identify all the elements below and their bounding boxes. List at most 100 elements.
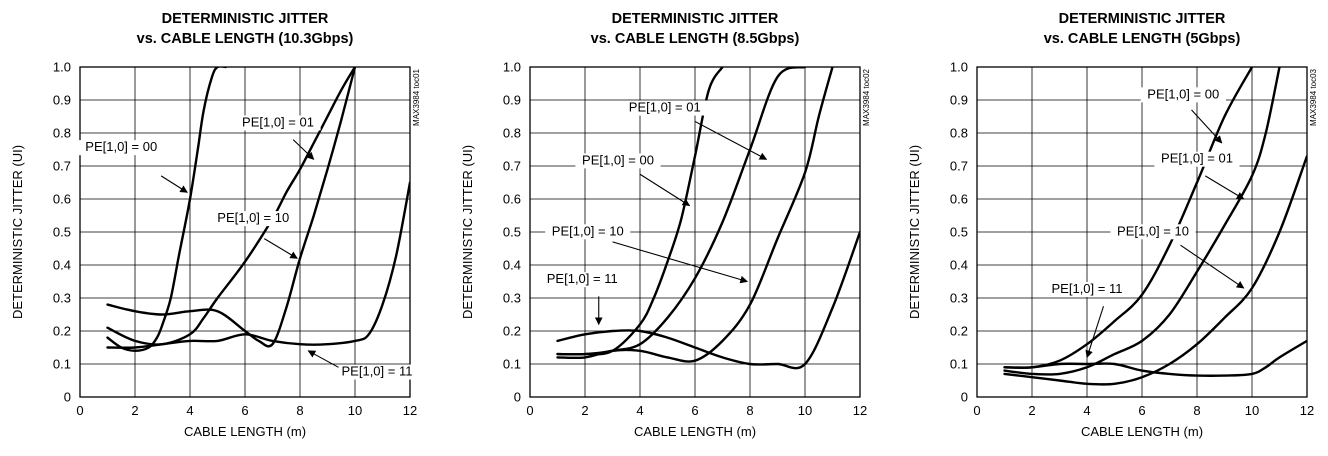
chart-title-line: DETERMINISTIC JITTER [162,11,329,27]
annotation-arrow [307,350,339,368]
y-tick-label: 0 [64,390,71,405]
chart-title-line: vs. CABLE LENGTH (10.3Gbps) [137,31,354,47]
y-tick-label: 0.7 [503,159,521,174]
x-tick-label: 6 [1138,403,1145,418]
chart-title-line: DETERMINISTIC JITTER [612,11,779,27]
y-tick-label: 0.5 [950,225,968,240]
annotation-arrow [639,173,691,207]
x-tick-label: 2 [1028,403,1035,418]
annotation-backdrop [78,140,164,156]
annotation-label: PE[1,0] = 00 [85,139,157,154]
y-axis-label: DETERMINISTIC JITTER (UI) [907,145,922,319]
y-tick-label: 0.3 [53,291,71,306]
annotation-arrow [1085,306,1105,359]
plot-frame [79,66,411,398]
y-tick-label: 0.4 [950,258,968,273]
annotation-backdrop [1154,151,1240,167]
figure-code: MAX3984 toc02 [862,68,871,125]
annotation-backdrop [575,153,661,169]
y-tick-label: 0 [514,390,521,405]
annotation-backdrop [210,211,296,227]
y-tick-label: 0.5 [503,225,521,240]
annotation-backdrop [235,115,321,131]
y-axis-label: DETERMINISTIC JITTER (UI) [460,145,475,319]
y-tick-label: 0.2 [53,324,71,339]
chart-panel-1: DETERMINISTIC JITTER vs. CABLE LENGTH (10… [10,11,421,439]
annotation-label: PE[1,0] = 11 [1052,281,1123,296]
x-tick-label: 4 [186,403,193,418]
y-tick-label: 0.6 [53,192,71,207]
annotation-backdrop [1140,87,1226,103]
plot-frame [976,66,1308,398]
y-tick-label: 0.3 [950,291,968,306]
y-tick-label: 0.2 [503,324,521,339]
x-tick-label: 10 [348,403,362,418]
annotation-arrow [694,120,768,160]
y-tick-label: 0.6 [950,192,968,207]
y-tick-label: 0.2 [950,324,968,339]
figure-code: MAX3984 toc03 [1309,68,1318,125]
y-tick-label: 0.7 [53,159,71,174]
annotation-label: PE[1,0] = 11 [547,271,618,286]
annotation-label: PE[1,0] = 01 [242,114,314,129]
x-tick-label: 12 [853,403,867,418]
annotation-backdrop [334,364,420,380]
series-curve-3 [106,67,357,348]
y-tick-label: 0.8 [950,126,968,141]
series-curve-1 [106,67,227,352]
y-tick-label: 0.1 [950,357,968,372]
chart-panel-2: DETERMINISTIC JITTER vs. CABLE LENGTH (8.… [460,11,871,439]
x-axis-label: CABLE LENGTH (m) [634,424,756,439]
series-curve-4 [556,230,860,370]
annotation-arrow [263,238,298,259]
annotation-label: PE[1,0] = 01 [1161,151,1233,166]
series-curve-1 [1003,67,1254,369]
x-axis-label: CABLE LENGTH (m) [184,424,306,439]
y-tick-label: 0.8 [53,126,71,141]
series-curve-3 [556,67,834,363]
annotation-arrow [1180,244,1245,289]
x-tick-label: 6 [241,403,248,418]
chart-title-line: vs. CABLE LENGTH (5Gbps) [1044,31,1241,47]
x-axis-label: CABLE LENGTH (m) [1081,424,1203,439]
chart-panel-3: DETERMINISTIC JITTER vs. CABLE LENGTH (5G… [907,11,1318,439]
y-tick-label: 0.4 [503,258,521,273]
annotation-backdrop [1044,282,1130,298]
annotation-arrow [1191,109,1223,144]
y-tick-label: 0.6 [503,192,521,207]
series-curve-4 [1003,339,1307,377]
chart-title-line: DETERMINISTIC JITTER [1059,11,1226,27]
y-tick-label: 0.7 [950,159,968,174]
y-tick-label: 1.0 [53,60,71,75]
y-tick-label: 0.1 [503,357,521,372]
y-axis-label: DETERMINISTIC JITTER (UI) [10,145,25,319]
x-tick-label: 6 [691,403,698,418]
annotation-label: PE[1,0] = 00 [1147,86,1219,101]
annotation-label: PE[1,0] = 01 [629,100,701,115]
annotation-label: PE[1,0] = 10 [1117,223,1189,238]
y-tick-label: 0 [961,390,968,405]
x-tick-label: 10 [1245,403,1259,418]
x-tick-label: 10 [798,403,812,418]
chart-title-line: vs. CABLE LENGTH (8.5Gbps) [591,31,800,47]
annotation-arrow [612,241,748,284]
x-tick-label: 0 [973,403,980,418]
annotation-backdrop [539,272,625,288]
x-tick-label: 12 [403,403,417,418]
y-tick-label: 0.1 [53,357,71,372]
x-tick-label: 8 [746,403,753,418]
annotation-label: PE[1,0] = 00 [582,152,654,167]
y-tick-label: 0.9 [53,93,71,108]
y-tick-label: 0.9 [950,93,968,108]
x-tick-label: 4 [1083,403,1090,418]
y-tick-label: 0.5 [53,225,71,240]
x-tick-label: 0 [76,403,83,418]
y-tick-label: 1.0 [950,60,968,75]
x-tick-label: 2 [581,403,588,418]
y-tick-label: 1.0 [503,60,521,75]
annotation-backdrop [545,224,631,240]
y-tick-label: 0.9 [503,93,521,108]
x-tick-label: 8 [296,403,303,418]
y-tick-label: 0.4 [53,258,71,273]
